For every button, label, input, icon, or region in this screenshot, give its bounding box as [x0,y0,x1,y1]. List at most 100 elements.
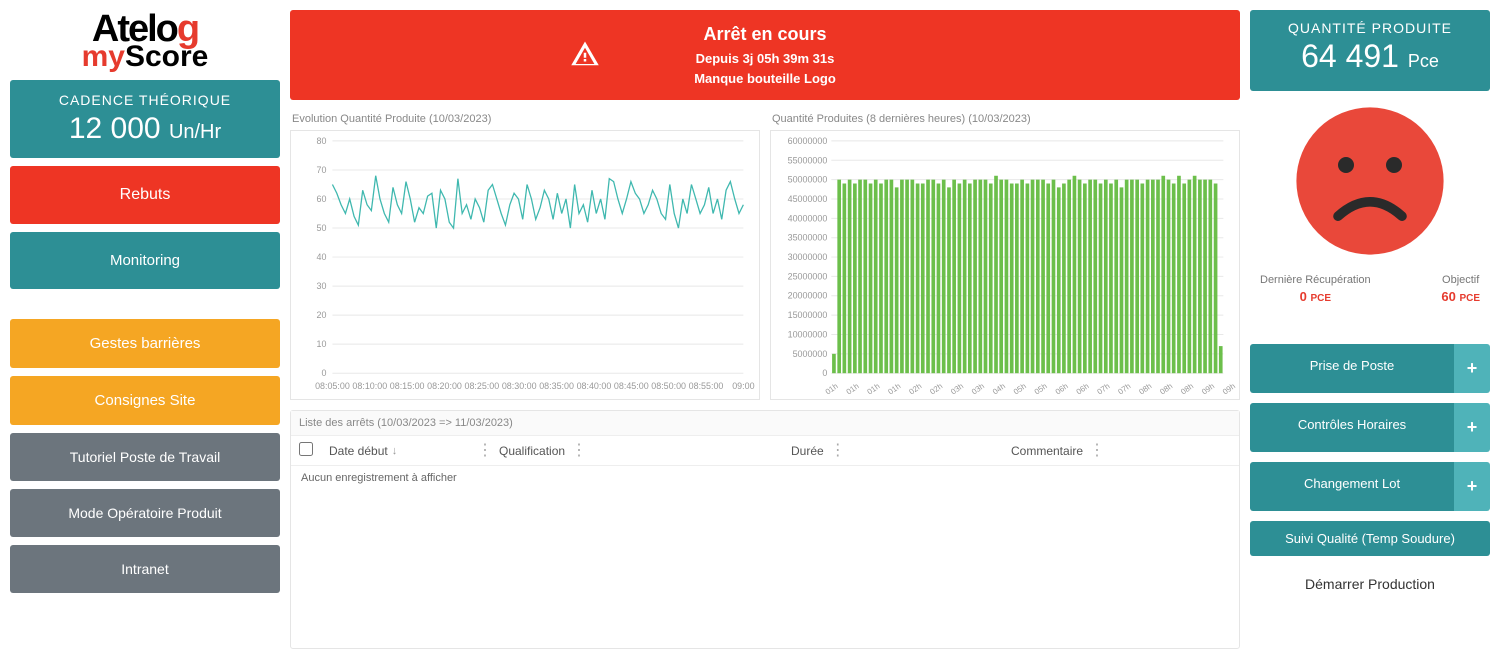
cadence-card: CADENCE THÉORIQUE 12 000 Un/Hr [10,80,280,158]
chart-left-title: Evolution Quantité Produite (10/03/2023) [290,110,760,130]
svg-text:09:00: 09:00 [732,381,754,391]
svg-text:08:40:00: 08:40:00 [577,381,612,391]
qty-unit: Pce [1408,51,1439,71]
svg-text:09h: 09h [1200,382,1216,397]
svg-text:01h: 01h [886,382,902,397]
obj-label: Objectif [1441,274,1480,286]
stops-table: Liste des arrêts (10/03/2023 => 11/03/20… [290,410,1240,649]
prise-poste-plus-button[interactable]: + [1454,344,1490,393]
svg-text:80: 80 [317,136,327,146]
svg-text:03h: 03h [949,382,965,397]
changement-lot-plus-button[interactable]: + [1454,462,1490,511]
svg-text:70: 70 [317,165,327,175]
mode-button[interactable]: Mode Opératoire Produit [10,489,280,537]
qty-card: QUANTITÉ PRODUITE 64 491 Pce [1250,10,1490,91]
svg-text:08:15:00: 08:15:00 [390,381,425,391]
svg-text:08:55:00: 08:55:00 [689,381,724,391]
cadence-label: CADENCE THÉORIQUE [18,92,272,108]
svg-text:08:20:00: 08:20:00 [427,381,462,391]
cadence-value: 12 000 [69,112,161,145]
prise-poste-button[interactable]: Prise de Poste [1250,344,1454,393]
logo-text-score: Score [125,40,208,73]
svg-text:08:30:00: 08:30:00 [502,381,537,391]
svg-text:20: 20 [317,310,327,320]
qty-label: QUANTITÉ PRODUITE [1258,20,1482,36]
metrics: Dernière Récupération 0 PCE Objectif 60 … [1250,274,1490,304]
svg-text:06h: 06h [1054,382,1070,397]
svg-text:05h: 05h [1012,382,1028,397]
table-header: Date début↓⋮ Qualification⋮ Durée⋮ Comme… [291,435,1239,466]
svg-text:0: 0 [322,368,327,378]
rebuts-button[interactable]: Rebuts [10,166,280,224]
svg-text:35000000: 35000000 [788,233,828,243]
controles-plus-button[interactable]: + [1454,403,1490,452]
svg-text:01h: 01h [824,382,840,397]
obj-unit: PCE [1459,293,1480,304]
svg-text:02h: 02h [928,382,944,397]
col-menu-icon[interactable]: ⋮ [565,442,593,459]
select-all-checkbox[interactable] [299,442,313,456]
svg-text:09h: 09h [1221,382,1237,397]
svg-text:45000000: 45000000 [788,194,828,204]
tutoriel-button[interactable]: Tutoriel Poste de Travail [10,433,280,481]
svg-text:5000000: 5000000 [793,349,828,359]
col-duree[interactable]: Durée [791,444,824,458]
qty-value: 64 491 [1301,38,1399,74]
table-empty-text: Aucun enregistrement à afficher [291,466,1239,490]
alert-since: Depuis 3j 05h 39m 31s [694,49,836,70]
alert-reason: Manque bouteille Logo [694,69,836,90]
recup-value: 0 [1300,289,1307,304]
consignes-button[interactable]: Consignes Site [10,376,280,425]
sort-icon[interactable]: ↓ [392,445,398,457]
line-chart: 0102030405060708008:05:0008:10:0008:15:0… [290,130,760,400]
table-title: Liste des arrêts (10/03/2023 => 11/03/20… [291,411,1239,435]
gestes-button[interactable]: Gestes barrières [10,319,280,368]
svg-text:08h: 08h [1158,382,1174,397]
status-face [1250,101,1490,264]
warning-icon [570,39,600,72]
demarrer-button[interactable]: Démarrer Production [1250,566,1490,602]
svg-text:55000000: 55000000 [788,155,828,165]
svg-text:60000000: 60000000 [788,136,828,146]
col-qualification[interactable]: Qualification [499,444,565,458]
suivi-qualite-button[interactable]: Suivi Qualité (Temp Soudure) [1250,521,1490,556]
svg-text:40: 40 [317,252,327,262]
col-menu-icon[interactable]: ⋮ [824,442,852,459]
changement-lot-button[interactable]: Changement Lot [1250,462,1454,511]
svg-text:08:25:00: 08:25:00 [465,381,500,391]
svg-text:08:05:00: 08:05:00 [315,381,350,391]
controles-button[interactable]: Contrôles Horaires [1250,403,1454,452]
recup-label: Dernière Récupération [1260,274,1371,286]
col-commentaire[interactable]: Commentaire [1011,444,1083,458]
chart-right-title: Quantité Produites (8 dernières heures) … [770,110,1240,130]
svg-text:60: 60 [317,194,327,204]
svg-text:20000000: 20000000 [788,291,828,301]
logo-text-my: my [82,40,125,73]
svg-text:08:35:00: 08:35:00 [539,381,574,391]
bar-chart: 0500000010000000150000002000000025000000… [770,130,1240,400]
svg-text:08:50:00: 08:50:00 [651,381,686,391]
col-menu-icon[interactable]: ⋮ [471,443,499,459]
svg-text:0: 0 [822,368,827,378]
svg-text:01h: 01h [866,382,882,397]
svg-text:10: 10 [317,339,327,349]
svg-text:30: 30 [317,281,327,291]
col-menu-icon[interactable]: ⋮ [1083,442,1111,459]
svg-text:02h: 02h [907,382,923,397]
svg-text:08h: 08h [1137,382,1153,397]
logo: Atelog myScore [10,10,280,72]
svg-text:08h: 08h [1179,382,1195,397]
svg-text:25000000: 25000000 [788,271,828,281]
svg-text:50000000: 50000000 [788,175,828,185]
svg-text:06h: 06h [1075,382,1091,397]
svg-text:08:45:00: 08:45:00 [614,381,649,391]
monitoring-button[interactable]: Monitoring [10,232,280,289]
svg-text:07h: 07h [1096,382,1112,397]
svg-text:07h: 07h [1116,382,1132,397]
col-date[interactable]: Date début [329,444,388,458]
svg-text:05h: 05h [1033,382,1049,397]
obj-value: 60 [1441,289,1455,304]
intranet-button[interactable]: Intranet [10,545,280,593]
svg-text:03h: 03h [970,382,986,397]
svg-text:15000000: 15000000 [788,310,828,320]
